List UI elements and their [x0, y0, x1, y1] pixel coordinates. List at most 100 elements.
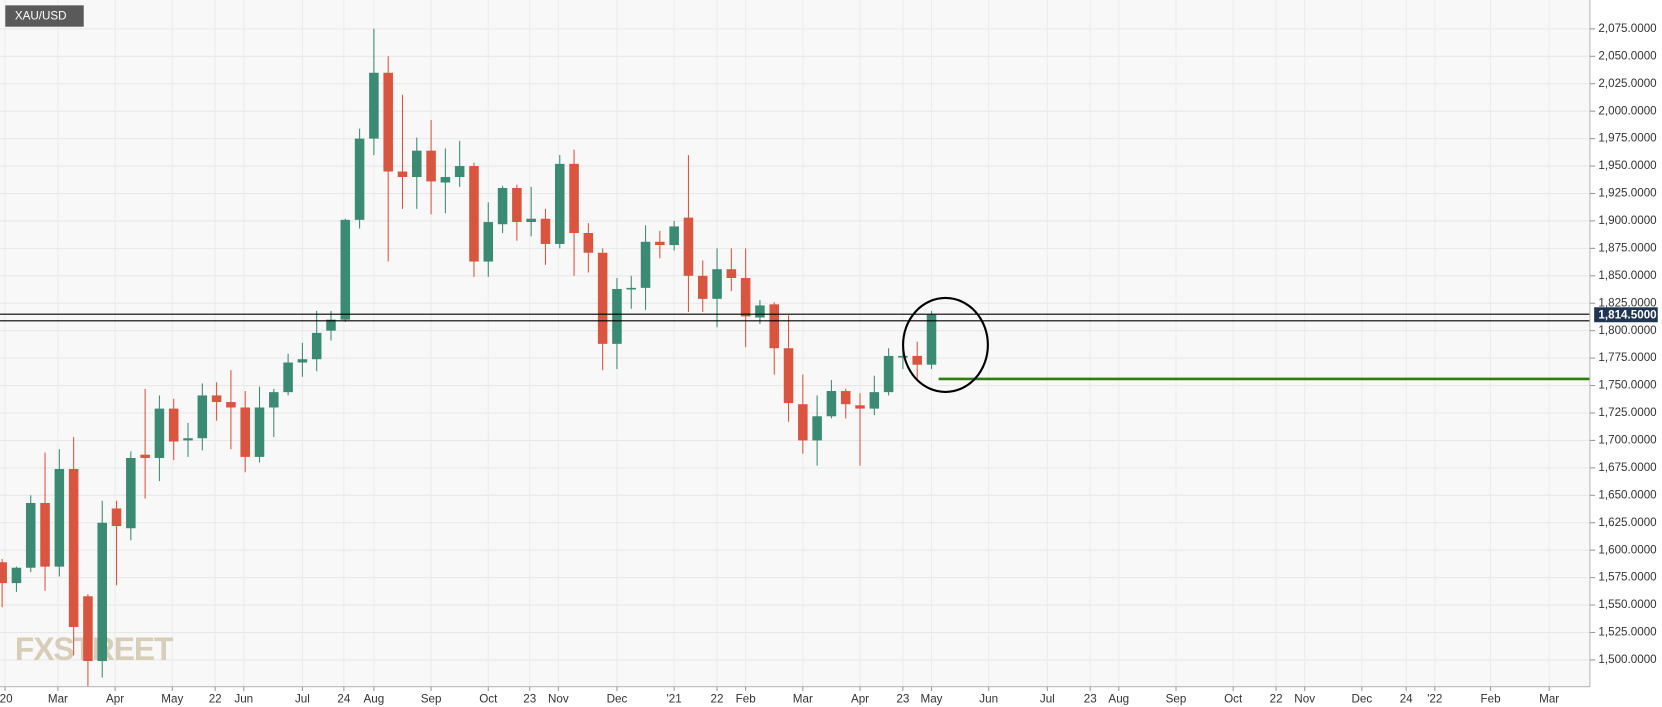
- x-tick-label: Sep: [1166, 693, 1187, 706]
- candle-body: [97, 522, 107, 662]
- x-tick-label: Jul: [1040, 693, 1055, 706]
- grid: [0, 0, 1590, 687]
- candle-body: [783, 348, 794, 404]
- candle-body: [240, 407, 250, 457]
- candle-body: [812, 416, 822, 441]
- y-tick-label: 2,000.0000: [1598, 104, 1657, 117]
- candle-body: [11, 567, 22, 584]
- candle-body: [540, 218, 551, 244]
- x-tick-label: May: [161, 693, 183, 706]
- y-tick-label: 1,975.0000: [1598, 132, 1657, 145]
- candle-body: [483, 222, 494, 262]
- candle-body: [354, 138, 365, 220]
- x-tick-label: 24: [1400, 693, 1413, 706]
- candle-body: [697, 275, 708, 299]
- x-tick-label: Oct: [1224, 693, 1243, 706]
- candle-body: [54, 468, 65, 567]
- watermark: FXSTREET: [15, 631, 174, 667]
- x-tick-label: Jun: [234, 693, 253, 706]
- candle-body: [612, 288, 622, 344]
- x-tick-label: 23: [1084, 693, 1097, 706]
- candle-body: [798, 404, 808, 441]
- y-tick-label: 1,650.0000: [1598, 488, 1657, 501]
- candle-body: [898, 355, 908, 358]
- candle-body: [740, 277, 751, 317]
- candle-body: [283, 362, 293, 393]
- x-tick-label: Aug: [364, 693, 385, 706]
- y-tick-label: 1,875.0000: [1598, 241, 1657, 254]
- candle-body: [126, 457, 136, 529]
- axes: 1,500.0000 1,525.0000 1,550.0000 1,575.0000…: [0, 22, 1658, 706]
- x-tick-label: 24: [337, 693, 350, 706]
- x-tick-label: Apr: [106, 693, 124, 706]
- candle-body: [340, 219, 351, 320]
- candle-body: [311, 332, 322, 360]
- candle-body: [669, 226, 679, 246]
- candle-body: [769, 304, 779, 349]
- candle-body: [883, 355, 894, 393]
- y-tick-label: 1,950.0000: [1598, 159, 1657, 172]
- candle-body: [655, 241, 665, 246]
- candle-body: [25, 502, 36, 568]
- price-tag-label: 1,814.5000: [1598, 308, 1657, 321]
- candle-body: [755, 305, 765, 318]
- y-tick-label: 1,700.0000: [1598, 433, 1657, 446]
- candle-body: [326, 319, 336, 331]
- candle-body: [168, 408, 179, 442]
- x-tick-label: Apr: [851, 693, 869, 706]
- y-tick-label: 1,575.0000: [1598, 571, 1657, 584]
- y-tick-label: 1,600.0000: [1598, 543, 1657, 556]
- candle-body: [197, 395, 208, 439]
- symbol-badge: [5, 5, 84, 27]
- x-tick-label: 23: [896, 693, 909, 706]
- candle-body: [383, 72, 393, 172]
- x-tick-label: 22: [1270, 693, 1283, 706]
- x-tick-label: 23: [523, 693, 536, 706]
- x-tick-label: Feb: [1481, 693, 1502, 706]
- candle-body: [840, 391, 851, 405]
- x-tick-label: Feb: [736, 693, 757, 706]
- candle-body: [440, 177, 451, 183]
- y-tick-label: 1,625.0000: [1598, 516, 1657, 529]
- x-tick-label: Dec: [1352, 693, 1373, 706]
- candles: [0, 28, 1590, 687]
- x-tick-label: May: [921, 693, 943, 706]
- candle-body: [426, 150, 436, 182]
- y-tick-label: 1,675.0000: [1598, 461, 1657, 474]
- x-tick-label: Nov: [548, 693, 569, 706]
- y-tick-label: 1,550.0000: [1598, 598, 1657, 611]
- y-tick-label: 1,825.0000: [1598, 296, 1657, 309]
- x-tick-label: '21: [667, 693, 682, 706]
- y-tick-label: 1,500.0000: [1598, 653, 1657, 666]
- candle-body: [554, 163, 565, 244]
- candle-body: [512, 188, 522, 223]
- candle-body: [912, 355, 922, 365]
- candle-body: [0, 562, 7, 584]
- candle-body: [497, 188, 508, 225]
- highlight-circle: [902, 296, 989, 394]
- x-tick-label: 22: [711, 693, 724, 706]
- x-tick-label: Mar: [793, 693, 813, 706]
- candle-body: [111, 508, 122, 527]
- y-tick-label: 1,725.0000: [1598, 406, 1657, 419]
- x-tick-label: Nov: [1294, 693, 1315, 706]
- x-tick-label: Mar: [48, 693, 68, 706]
- candle-body: [469, 166, 479, 262]
- x-tick-label: Sep: [421, 693, 442, 706]
- candle-body: [454, 166, 465, 178]
- x-tick-label: Mar: [1539, 693, 1559, 706]
- candle-body: [869, 392, 880, 409]
- candle-body: [583, 233, 594, 253]
- candle-body: [683, 217, 694, 276]
- candle-body: [626, 287, 637, 290]
- candle-body: [68, 468, 79, 628]
- y-tick-label: 2,050.0000: [1598, 49, 1657, 62]
- candle-body: [412, 150, 422, 178]
- y-tick-label: 1,800.0000: [1598, 324, 1657, 337]
- candle-body: [154, 408, 165, 458]
- plot-background: [0, 0, 1590, 687]
- y-tick-label: 1,925.0000: [1598, 187, 1657, 200]
- candle-body: [569, 163, 579, 234]
